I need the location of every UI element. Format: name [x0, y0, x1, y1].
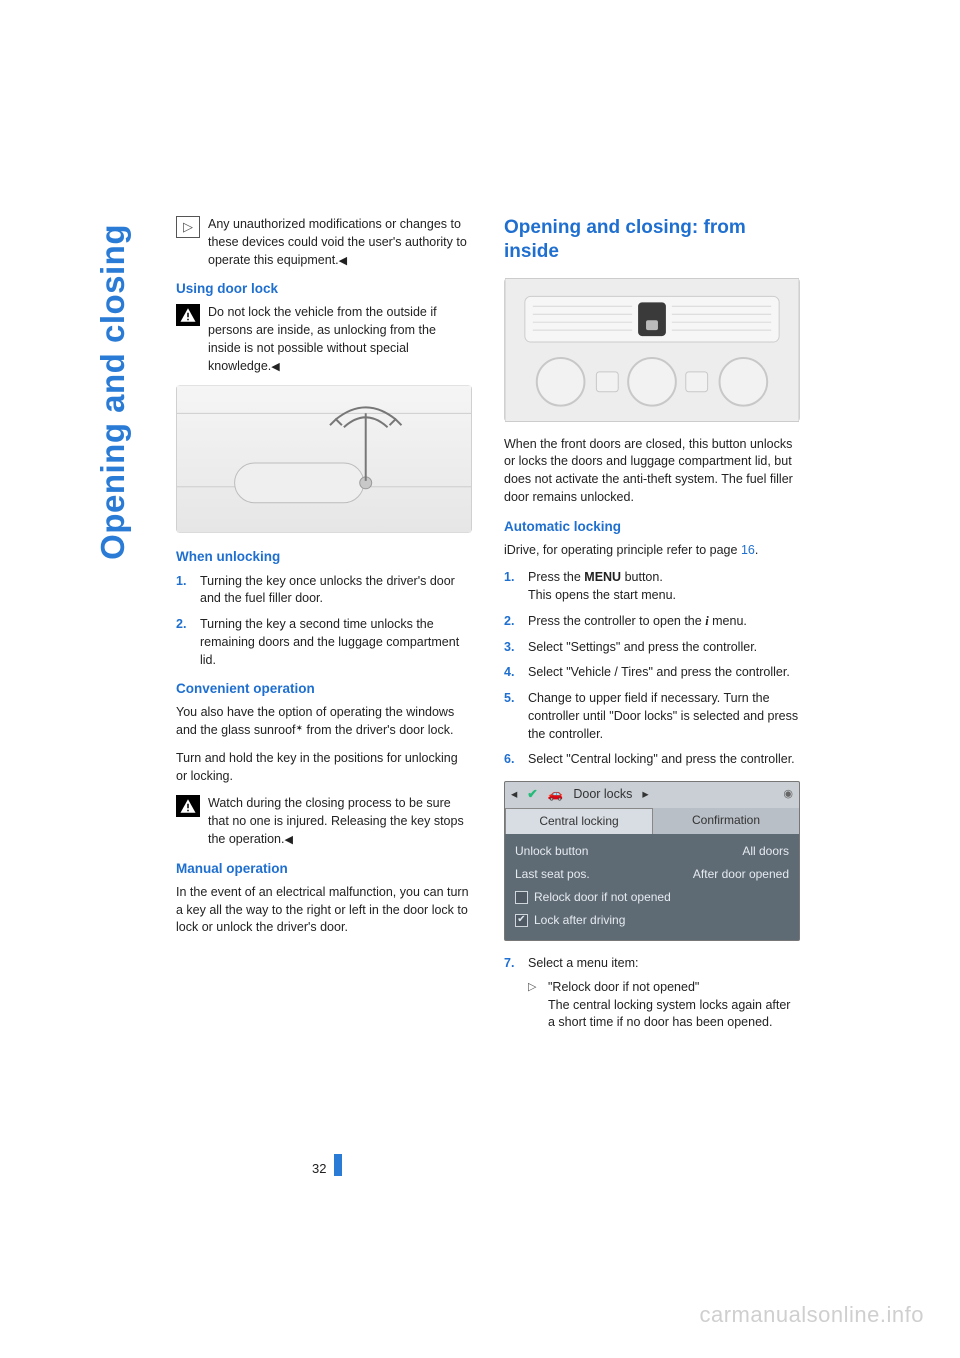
warning-note: Do not lock the vehicle from the outside…: [176, 304, 472, 375]
heading-automatic-locking: Automatic locking: [504, 517, 800, 536]
checkbox-icon: [515, 891, 528, 904]
right-column: Opening and closing: from inside: [504, 216, 800, 1042]
heading-using-door-lock: Using door lock: [176, 279, 472, 298]
warning-text: Watch during the closing process to be s…: [208, 795, 472, 848]
list-item: Select a menu item: "Relock door if not …: [504, 955, 800, 1032]
idrive-checkbox-row: Relock door if not opened: [515, 886, 789, 909]
paragraph: iDrive, for operating principle refer to…: [504, 542, 800, 560]
chevron-left-icon: ◂: [511, 786, 517, 804]
paragraph: You also have the option of operating th…: [176, 704, 472, 740]
info-note: ▷ Any unauthorized modifications or chan…: [176, 216, 472, 269]
list-item: Select "Settings" and press the controll…: [504, 639, 800, 657]
checkbox-icon: ✔: [515, 914, 528, 927]
list-item: Select "Vehicle / Tires" and press the c…: [504, 664, 800, 682]
idrive-header: ◂ ✔ 🚗 Door locks ▸ ◉: [505, 782, 799, 808]
chevron-right-icon: ▸: [642, 786, 648, 804]
car-icon: 🚗: [548, 786, 564, 804]
list-item: Change to upper field if necessary. Turn…: [504, 690, 800, 743]
warning-text: Do not lock the vehicle from the outside…: [208, 304, 472, 375]
idrive-steps-cont: Select a menu item: "Relock door if not …: [504, 955, 800, 1032]
heading-opening-closing-inside: Opening and closing: from inside: [504, 216, 800, 264]
list-item: Press the controller to open the i menu.: [504, 613, 800, 631]
list-item: Select "Central locking" and press the c…: [504, 751, 800, 769]
note-text: Any unauthorized modifications or change…: [208, 216, 472, 269]
idrive-tabs: Central locking Confirmation: [505, 808, 799, 834]
heading-when-unlocking: When unlocking: [176, 547, 472, 566]
note-icon: ▷: [176, 216, 200, 238]
idrive-screenshot: ◂ ✔ 🚗 Door locks ▸ ◉ Central locking Con…: [504, 781, 800, 941]
figure-center-console: [504, 278, 800, 422]
watermark: carmanualsonline.info: [699, 1302, 924, 1328]
tab-confirmation: Confirmation: [653, 808, 799, 834]
unlock-steps: Turning the key once unlocks the driver'…: [176, 573, 472, 670]
idrive-body: Unlock buttonAll doors Last seat pos.Aft…: [505, 834, 799, 940]
page-number: 32: [312, 1154, 342, 1176]
idrive-row: Unlock buttonAll doors: [515, 840, 789, 863]
tab-central-locking: Central locking: [505, 808, 653, 834]
manual-page: Opening and closing ▷ Any unauthorized m…: [0, 0, 960, 1358]
heading-manual-operation: Manual operation: [176, 859, 472, 878]
idrive-steps: Press the MENU button. This opens the st…: [504, 569, 800, 769]
list-item: Turning the key a second time unlocks th…: [176, 616, 472, 669]
left-column: ▷ Any unauthorized modifications or chan…: [176, 216, 472, 1042]
figure-door-handle: [176, 385, 472, 533]
idrive-checkbox-row: ✔Lock after driving: [515, 909, 789, 932]
knob-icon: ◉: [783, 787, 793, 803]
idrive-row: Last seat pos.After door opened: [515, 863, 789, 886]
section-tab: Opening and closing: [94, 224, 132, 560]
paragraph: In the event of an electrical malfunctio…: [176, 884, 472, 937]
content-columns: ▷ Any unauthorized modifications or chan…: [176, 216, 850, 1042]
list-item: Turning the key once unlocks the driver'…: [176, 573, 472, 609]
heading-convenient-operation: Convenient operation: [176, 679, 472, 698]
sub-list-item: "Relock door if not opened" The central …: [528, 979, 800, 1032]
paragraph: Turn and hold the key in the positions f…: [176, 750, 472, 786]
page-reference: 16: [741, 543, 755, 557]
warning-icon: [176, 304, 200, 326]
check-icon: ✔: [527, 786, 537, 804]
idrive-header-label: Door locks: [573, 786, 632, 804]
list-item: Press the MENU button. This opens the st…: [504, 569, 800, 605]
warning-note: Watch during the closing process to be s…: [176, 795, 472, 848]
warning-icon: [176, 795, 200, 817]
page-marker-bar: [334, 1154, 342, 1176]
paragraph: When the front doors are closed, this bu…: [504, 436, 800, 507]
